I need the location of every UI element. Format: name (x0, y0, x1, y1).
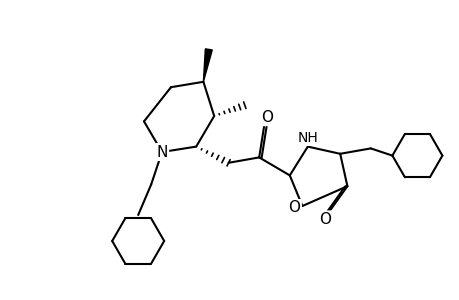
Text: N: N (156, 145, 168, 160)
Text: O: O (288, 200, 300, 215)
Text: O: O (319, 212, 330, 227)
Text: NH: NH (297, 130, 318, 145)
Text: O: O (261, 110, 273, 125)
Polygon shape (203, 49, 212, 82)
